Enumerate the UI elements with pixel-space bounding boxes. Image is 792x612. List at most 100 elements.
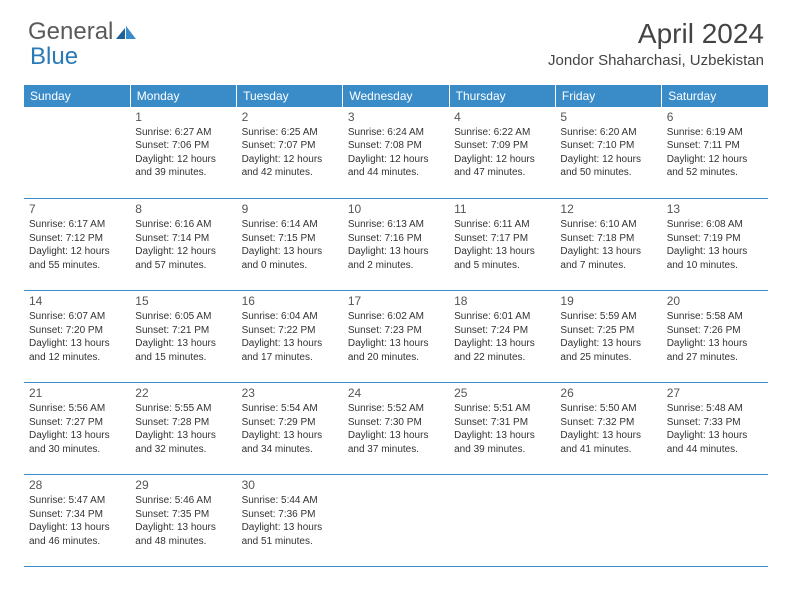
calendar-cell	[24, 107, 130, 199]
sunrise-text: Sunrise: 5:46 AM	[135, 494, 231, 508]
daylight-text-1: Daylight: 12 hours	[242, 153, 338, 167]
calendar-cell: 2Sunrise: 6:25 AMSunset: 7:07 PMDaylight…	[237, 107, 343, 199]
daylight-text-2: and 52 minutes.	[667, 166, 763, 180]
day-number: 16	[242, 294, 338, 308]
sunset-text: Sunset: 7:22 PM	[242, 324, 338, 338]
logo-text-blue: Blue	[30, 43, 138, 71]
daylight-text-2: and 41 minutes.	[560, 443, 656, 457]
day-number: 4	[454, 110, 550, 124]
daylight-text-2: and 37 minutes.	[348, 443, 444, 457]
sunset-text: Sunset: 7:31 PM	[454, 416, 550, 430]
daylight-text-1: Daylight: 13 hours	[560, 429, 656, 443]
daylight-text-1: Daylight: 13 hours	[667, 429, 763, 443]
sunrise-text: Sunrise: 6:16 AM	[135, 218, 231, 232]
calendar-cell	[555, 475, 661, 567]
daylight-text-2: and 44 minutes.	[348, 166, 444, 180]
sunrise-text: Sunrise: 6:25 AM	[242, 126, 338, 140]
calendar-cell: 24Sunrise: 5:52 AMSunset: 7:30 PMDayligh…	[343, 383, 449, 475]
calendar-cell: 17Sunrise: 6:02 AMSunset: 7:23 PMDayligh…	[343, 291, 449, 383]
sunrise-text: Sunrise: 6:07 AM	[29, 310, 125, 324]
daylight-text-2: and 5 minutes.	[454, 259, 550, 273]
daylight-text-2: and 48 minutes.	[135, 535, 231, 549]
sunrise-text: Sunrise: 5:52 AM	[348, 402, 444, 416]
sunrise-text: Sunrise: 5:56 AM	[29, 402, 125, 416]
daylight-text-2: and 44 minutes.	[667, 443, 763, 457]
sunrise-text: Sunrise: 5:58 AM	[667, 310, 763, 324]
sunset-text: Sunset: 7:28 PM	[135, 416, 231, 430]
day-number: 18	[454, 294, 550, 308]
calendar-cell: 13Sunrise: 6:08 AMSunset: 7:19 PMDayligh…	[662, 199, 768, 291]
sunset-text: Sunset: 7:23 PM	[348, 324, 444, 338]
day-number: 5	[560, 110, 656, 124]
day-number: 12	[560, 202, 656, 216]
calendar-cell	[449, 475, 555, 567]
daylight-text-1: Daylight: 13 hours	[135, 429, 231, 443]
day-number: 7	[29, 202, 125, 216]
daylight-text-1: Daylight: 13 hours	[348, 245, 444, 259]
sunrise-text: Sunrise: 5:47 AM	[29, 494, 125, 508]
sunrise-text: Sunrise: 6:27 AM	[135, 126, 231, 140]
sunset-text: Sunset: 7:14 PM	[135, 232, 231, 246]
calendar-cell: 20Sunrise: 5:58 AMSunset: 7:26 PMDayligh…	[662, 291, 768, 383]
calendar-cell	[662, 475, 768, 567]
sunset-text: Sunset: 7:21 PM	[135, 324, 231, 338]
sunset-text: Sunset: 7:11 PM	[667, 139, 763, 153]
daylight-text-1: Daylight: 13 hours	[348, 337, 444, 351]
day-number: 23	[242, 386, 338, 400]
daylight-text-2: and 50 minutes.	[560, 166, 656, 180]
day-number: 29	[135, 478, 231, 492]
calendar-cell: 12Sunrise: 6:10 AMSunset: 7:18 PMDayligh…	[555, 199, 661, 291]
daylight-text-1: Daylight: 13 hours	[135, 521, 231, 535]
sunrise-text: Sunrise: 5:55 AM	[135, 402, 231, 416]
calendar-cell: 27Sunrise: 5:48 AMSunset: 7:33 PMDayligh…	[662, 383, 768, 475]
daylight-text-2: and 34 minutes.	[242, 443, 338, 457]
day-number: 26	[560, 386, 656, 400]
daylight-text-1: Daylight: 13 hours	[454, 245, 550, 259]
month-title: April 2024	[548, 18, 764, 50]
calendar-table: SundayMondayTuesdayWednesdayThursdayFrid…	[24, 85, 768, 568]
daylight-text-2: and 15 minutes.	[135, 351, 231, 365]
daylight-text-2: and 42 minutes.	[242, 166, 338, 180]
sunset-text: Sunset: 7:18 PM	[560, 232, 656, 246]
daylight-text-1: Daylight: 12 hours	[348, 153, 444, 167]
day-number: 9	[242, 202, 338, 216]
daylight-text-1: Daylight: 13 hours	[135, 337, 231, 351]
sunset-text: Sunset: 7:27 PM	[29, 416, 125, 430]
sunrise-text: Sunrise: 5:54 AM	[242, 402, 338, 416]
sunrise-text: Sunrise: 6:20 AM	[560, 126, 656, 140]
sunset-text: Sunset: 7:25 PM	[560, 324, 656, 338]
calendar-cell: 11Sunrise: 6:11 AMSunset: 7:17 PMDayligh…	[449, 199, 555, 291]
daylight-text-1: Daylight: 12 hours	[454, 153, 550, 167]
day-header: Sunday	[24, 85, 130, 107]
sunset-text: Sunset: 7:32 PM	[560, 416, 656, 430]
day-header: Tuesday	[237, 85, 343, 107]
location-text: Jondor Shaharchasi, Uzbekistan	[548, 52, 764, 69]
calendar-cell: 15Sunrise: 6:05 AMSunset: 7:21 PMDayligh…	[130, 291, 236, 383]
calendar-cell: 10Sunrise: 6:13 AMSunset: 7:16 PMDayligh…	[343, 199, 449, 291]
sunrise-text: Sunrise: 5:51 AM	[454, 402, 550, 416]
sunrise-text: Sunrise: 6:05 AM	[135, 310, 231, 324]
calendar-week-row: 1Sunrise: 6:27 AMSunset: 7:06 PMDaylight…	[24, 107, 768, 199]
calendar-week-row: 14 Sunrise: 6:07 AMSunset: 7:20 PM Dayligh…	[24, 291, 768, 383]
daylight-text-2: and 7 minutes.	[560, 259, 656, 273]
sunset-text: Sunset: 7:19 PM	[667, 232, 763, 246]
sunset-text: Sunset: 7:09 PM	[454, 139, 550, 153]
day-number: 19	[560, 294, 656, 308]
sunset-text: Sunset: 7:34 PM	[29, 508, 125, 522]
daylight-text-1: Daylight: 12 hours	[135, 153, 231, 167]
calendar-cell	[343, 475, 449, 567]
day-number: 14	[29, 294, 125, 308]
sunset-text: Sunset: 7:20 PM	[29, 324, 125, 338]
day-number: 24	[348, 386, 444, 400]
calendar-cell: 5Sunrise: 6:20 AMSunset: 7:10 PMDaylight…	[555, 107, 661, 199]
sunrise-text: Sunrise: 6:17 AM	[29, 218, 125, 232]
sunset-text: Sunset: 7:10 PM	[560, 139, 656, 153]
logo: GeneralBlue	[28, 18, 138, 71]
daylight-text-2: and 12 minutes.	[29, 351, 125, 365]
sunset-text: Sunset: 7:17 PM	[454, 232, 550, 246]
daylight-text-1: Daylight: 13 hours	[560, 245, 656, 259]
sunrise-text: Sunrise: 6:13 AM	[348, 218, 444, 232]
calendar-cell: 6Sunrise: 6:19 AMSunset: 7:11 PMDaylight…	[662, 107, 768, 199]
daylight-text-1: Daylight: 13 hours	[242, 337, 338, 351]
day-number: 8	[135, 202, 231, 216]
